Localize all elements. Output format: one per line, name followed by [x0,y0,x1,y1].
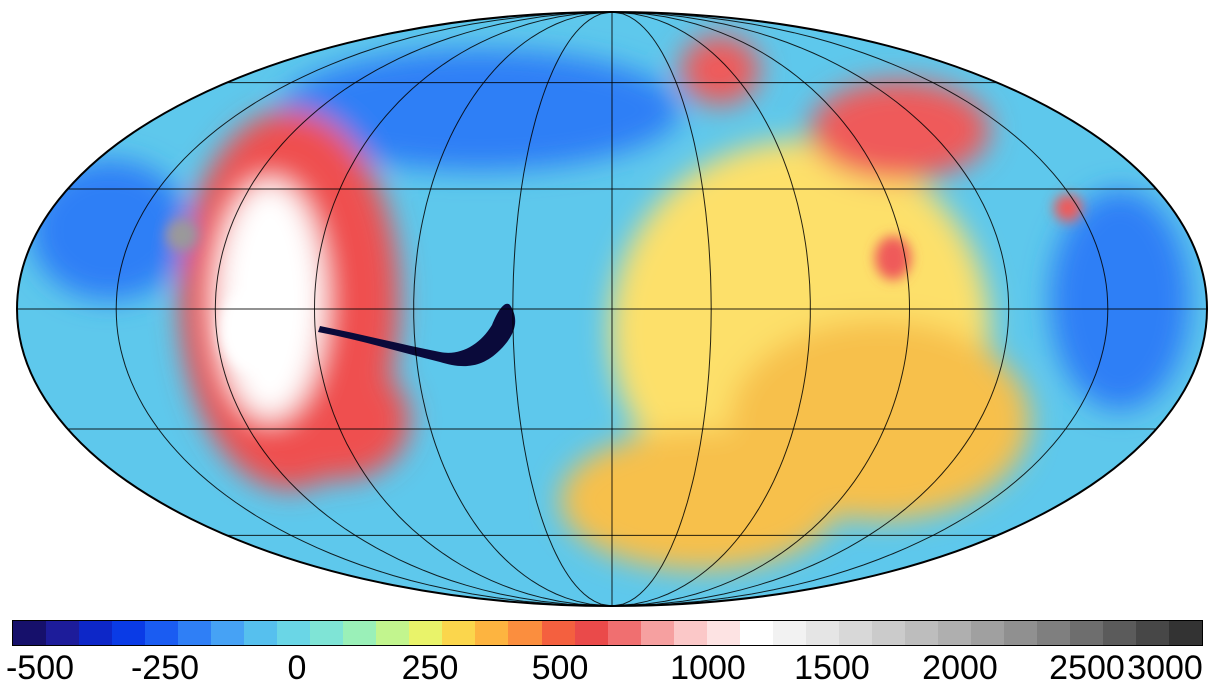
colorbar-segment [1103,621,1137,645]
colorbar-segment [574,621,608,645]
colorbar-segment [145,621,179,645]
graticule [17,11,1207,607]
colorbar-segment [1136,621,1170,645]
colorbar-segment [673,621,707,645]
colorbar-segment [970,621,1004,645]
colorbar-tick-label: 250 [401,649,459,687]
region-northern-lowlands [280,50,680,170]
region-tharsis-peak [220,290,280,370]
colorbar-segment [178,621,212,645]
region-northern-lowlands [1050,190,1190,410]
colorbar-segment [541,621,575,645]
colorbar-segment [871,621,905,645]
colorbar-segment [211,621,245,645]
colorbar-segment [46,621,80,645]
colorbar-segment [772,621,806,645]
colorbar-segment [112,621,146,645]
colorbar-tick-label: -250 [130,649,200,687]
region-elysium [1054,194,1082,222]
colorbar-tick-label: 3000 [1127,649,1203,687]
colorbar-segment [805,621,839,645]
colorbar-segment [310,621,344,645]
colorbar-tick-label: 0 [287,649,307,687]
region-northern-lowlands [30,160,190,300]
colorbar [12,620,1203,646]
colorbar-segment [475,621,509,645]
colorbar-segment [442,621,476,645]
colorbar-segment [13,621,47,645]
mollweide-map [16,11,1208,607]
colorbar-segment [739,621,773,645]
colorbar-tick-label: 500 [531,649,589,687]
colorbar-tick-label: -500 [5,649,75,687]
colorbar-segment [277,621,311,645]
region-elysium [810,80,990,180]
colorbar-segment [1169,621,1203,645]
map-outline [16,11,1208,607]
colorbar-tick-label: 2000 [922,649,998,687]
colorbar-segment [838,621,872,645]
colorbar-segment [1003,621,1037,645]
region-olympus [166,219,198,251]
region-elysium [875,236,911,280]
colorbar-segment [1036,621,1070,645]
colorbar-segment [607,621,641,645]
colorbar-segment [376,621,410,645]
colorbar-segment [409,621,443,645]
colorbar-segment [1070,621,1104,645]
map-field [17,12,1207,606]
colorbar-segment [79,621,113,645]
colorbar-tick-label: 1000 [670,649,746,687]
colorbar-segment [937,621,971,645]
colorbar-segment [508,621,542,645]
colorbar-segment [244,621,278,645]
colorbar-segment [640,621,674,645]
colorbar-segment [343,621,377,645]
region-elysium [680,35,760,105]
colorbar-segment [904,621,938,645]
region-southern-highlands [560,430,840,570]
region-valles-marineris [318,303,516,367]
colorbar-tick-label: 2500 [1049,649,1125,687]
colorbar-tick-label: 1500 [794,649,870,687]
colorbar-segment [706,621,740,645]
